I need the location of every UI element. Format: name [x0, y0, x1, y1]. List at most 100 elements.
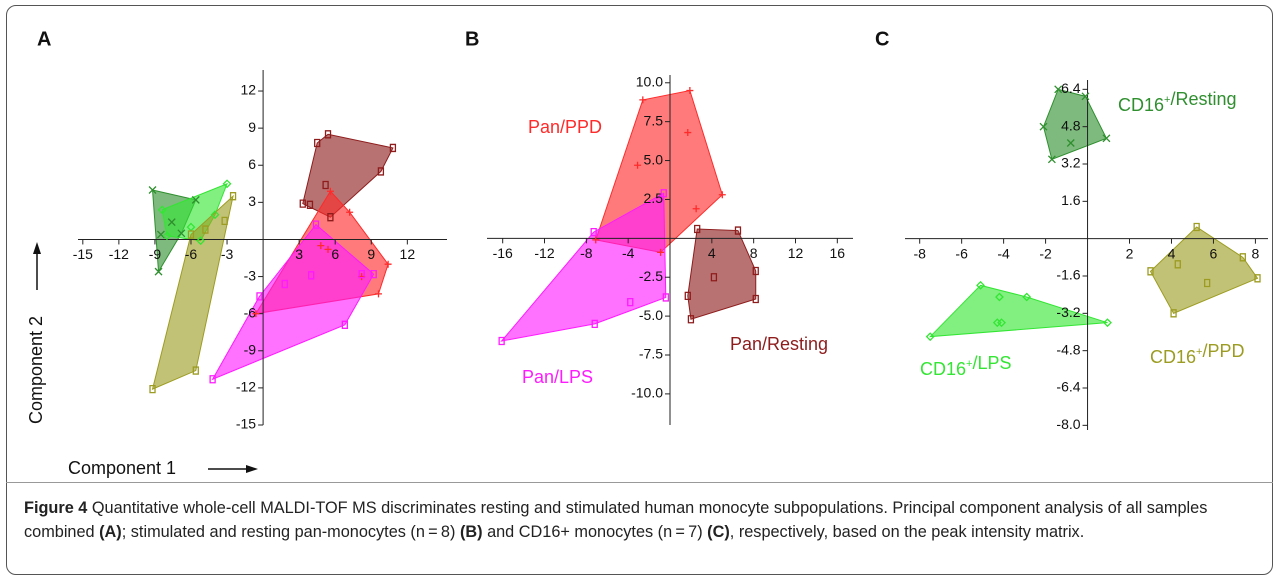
- caption-text: , respectively, based on the peak intens…: [729, 523, 1085, 541]
- data-point: [314, 138, 321, 148]
- x-tick-label: -12: [534, 245, 554, 261]
- data-point: [976, 280, 985, 290]
- y-tick-label: -3: [244, 267, 257, 283]
- y-tick-label: -3.2: [1056, 304, 1080, 320]
- data-point: [1022, 292, 1032, 302]
- series-label: CD16+/LPS: [920, 353, 1012, 379]
- data-point: [694, 224, 701, 234]
- data-point: [1147, 267, 1154, 276]
- data-point: [202, 225, 209, 234]
- y-tick-label: 5.0: [644, 151, 664, 167]
- data-point: [149, 384, 156, 394]
- data-point: [734, 226, 742, 235]
- hull: [500, 192, 667, 342]
- x-tick-label: -15: [73, 246, 93, 262]
- y-tick-label: 4.8: [1061, 117, 1081, 133]
- y-tick-label: 10.0: [636, 73, 663, 89]
- data-point: [639, 96, 647, 104]
- data-point: [1047, 155, 1056, 164]
- series-label: CD16+/PPD: [1150, 341, 1244, 367]
- y-tick-label: -12: [236, 379, 256, 395]
- y-tick-label: 9: [248, 119, 256, 135]
- data-point: [686, 87, 694, 95]
- y-tick-label: -7.5: [639, 346, 663, 362]
- x-tick-label: -2: [1039, 245, 1052, 261]
- x-arrow-head: [246, 465, 258, 473]
- data-point: [627, 297, 634, 307]
- data-point: [156, 230, 165, 239]
- data-point: [346, 208, 354, 216]
- data-point: [192, 366, 199, 375]
- x-tick-label: -16: [493, 245, 513, 261]
- data-point: [657, 248, 665, 256]
- data-point: [327, 213, 334, 222]
- data-point: [358, 269, 365, 279]
- data-point: [389, 143, 397, 153]
- y-tick-label: 2.5: [644, 190, 664, 206]
- data-point: [1066, 139, 1075, 147]
- y-tick-label: 7.5: [644, 112, 664, 128]
- data-point: [662, 293, 669, 302]
- x-axis-title: Component 1: [68, 458, 176, 478]
- data-point: [281, 279, 288, 289]
- x-tick-label: 4: [1168, 245, 1176, 261]
- y-tick-label: 6: [248, 156, 256, 172]
- data-point: [222, 179, 232, 189]
- data-point: [306, 200, 314, 209]
- x-tick-label: 12: [788, 245, 804, 261]
- y-tick-label: 6.4: [1061, 80, 1081, 96]
- y-tick-label: 1.6: [1061, 192, 1081, 208]
- y-axis-title: Component 2: [26, 316, 46, 424]
- hull: [211, 223, 375, 381]
- data-point: [210, 210, 220, 220]
- hull: [687, 228, 757, 320]
- x-tick-label: -4: [622, 245, 635, 261]
- hull: [1149, 226, 1259, 314]
- data-point: [191, 195, 200, 204]
- data-point: [1204, 278, 1211, 288]
- caption-text: and CD16+ monocytes (n = 7): [482, 523, 708, 541]
- data-point: [684, 291, 691, 301]
- x-tick-label: 8: [1252, 245, 1260, 261]
- data-point: [384, 260, 392, 268]
- data-point: [590, 227, 597, 237]
- data-point: [718, 191, 726, 199]
- data-point: [341, 320, 348, 329]
- panel-label: B: [465, 28, 479, 50]
- x-tick-label: -8: [580, 245, 593, 261]
- y-tick-label: -10.0: [631, 385, 663, 401]
- data-point: [1054, 85, 1063, 94]
- data-point: [1174, 260, 1181, 269]
- data-point: [221, 216, 228, 226]
- y-tick-label: 12: [241, 82, 257, 98]
- data-point: [299, 199, 306, 208]
- x-tick-label: 16: [830, 245, 846, 261]
- data-point: [229, 192, 237, 201]
- chart: Component 2 Component 1 A -15 -12 -9 -6 -3 3 6 9…: [26, 28, 1268, 478]
- data-point: [752, 266, 759, 276]
- data-point: [498, 336, 505, 346]
- data-point: [592, 236, 600, 244]
- y-arrow-head: [33, 242, 41, 254]
- data-point: [324, 130, 332, 139]
- series-label: Pan/LPS: [522, 367, 593, 387]
- data-point: [209, 375, 216, 384]
- caption-label: Figure 4: [24, 499, 88, 517]
- y-tick-label: -6.4: [1056, 379, 1080, 395]
- data-point: [324, 245, 332, 253]
- y-tick-label: -4.8: [1056, 341, 1080, 357]
- caption-text: (C): [707, 523, 730, 541]
- y-tick-label: -5.0: [639, 307, 663, 323]
- x-tick-label: 6: [1210, 245, 1218, 261]
- data-point: [308, 271, 315, 280]
- caption-text: (B): [459, 523, 483, 541]
- x-tick-label: 4: [708, 245, 716, 261]
- x-tick-label: 12: [400, 246, 416, 262]
- data-point: [377, 167, 385, 176]
- x-tick-label: 6: [331, 246, 339, 262]
- data-point: [1170, 309, 1177, 318]
- y-tick-label: 3.2: [1061, 155, 1081, 171]
- data-point: [1081, 92, 1090, 101]
- hull: [928, 284, 1108, 338]
